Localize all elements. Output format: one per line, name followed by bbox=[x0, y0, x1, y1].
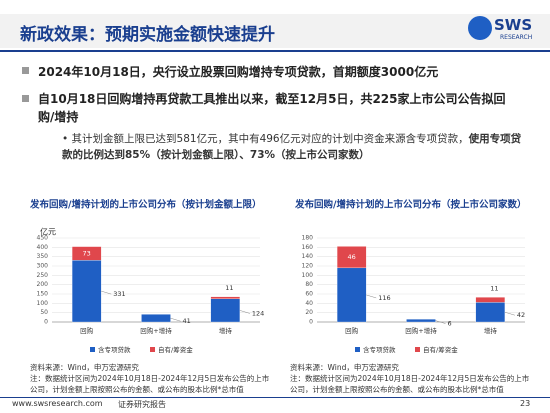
y-tick-label: 450 bbox=[37, 235, 49, 242]
source-block: 资料来源：Wind，申万宏源研究注：数据统计区间为2024年10月18日-202… bbox=[30, 362, 270, 395]
bullet: 自10月18日回购增持再贷款工具推出以来，截至12月5日，共225家上市公司公告… bbox=[38, 92, 506, 124]
data-label: 11 bbox=[490, 284, 498, 292]
header-bar bbox=[0, 14, 550, 48]
y-tick-label: 350 bbox=[37, 253, 49, 260]
label-leader bbox=[435, 320, 446, 324]
data-label: 42 bbox=[517, 311, 525, 319]
y-tick-label: 300 bbox=[37, 263, 49, 270]
rule bbox=[0, 50, 550, 52]
y-tick-label: 40 bbox=[305, 300, 313, 307]
sub-bullet-bold: 使用专项贷款的比例达到85%（按计划金额上限）、73%（按上市公司家数） bbox=[62, 133, 522, 161]
bar-segment bbox=[336, 267, 367, 323]
y-tick-label: 200 bbox=[37, 281, 49, 288]
y-tick-label: 100 bbox=[37, 300, 49, 307]
footer-label: 证券研究报告 bbox=[118, 400, 166, 409]
x-tick-label: 回购+增持 bbox=[405, 326, 437, 335]
y-tick-label: 0 bbox=[44, 319, 48, 326]
logo: SWS bbox=[494, 16, 533, 34]
data-label: 331 bbox=[113, 290, 125, 298]
data-label: 116 bbox=[378, 294, 390, 302]
bullet-icon bbox=[22, 95, 29, 102]
bar-segment bbox=[475, 297, 506, 303]
bar-segment bbox=[71, 260, 102, 323]
x-tick-label: 增持 bbox=[484, 326, 498, 335]
chart-title: 发布回购/增持计划的上市公司分布（按计划金额上限） bbox=[29, 199, 261, 211]
x-tick-label: 回购 bbox=[80, 326, 94, 335]
legend-label: 含专项贷款 bbox=[98, 345, 131, 354]
y-unit: 亿元 bbox=[40, 227, 56, 237]
bar-segment bbox=[141, 314, 171, 323]
sub-bullet: • 其计划金额上限已达到581亿元，其中有496亿元对应的计划中资金来源含专项贷… bbox=[62, 133, 522, 161]
footer-site: www.swsresearch.com bbox=[12, 399, 103, 408]
logo-icon bbox=[468, 16, 492, 40]
legend-label: 自有/筹资金 bbox=[158, 345, 193, 354]
bar-segment bbox=[210, 296, 241, 300]
legend-swatch bbox=[150, 347, 155, 352]
y-tick-label: 150 bbox=[37, 291, 49, 298]
legend-label: 含专项贷款 bbox=[363, 345, 396, 354]
legend-swatch bbox=[415, 347, 420, 352]
bullet-icon bbox=[22, 67, 29, 74]
legend-label: 自有/筹资金 bbox=[423, 345, 458, 354]
legend-swatch bbox=[90, 347, 95, 352]
y-tick-label: 60 bbox=[305, 291, 313, 298]
page-number: 23 bbox=[520, 399, 531, 408]
y-tick-label: 100 bbox=[302, 272, 314, 279]
y-tick-label: 140 bbox=[302, 253, 314, 260]
data-label: 41 bbox=[183, 317, 191, 325]
legend-swatch bbox=[355, 347, 360, 352]
source: 资料来源：Wind，申万宏源研究 bbox=[30, 363, 139, 372]
footer-rule bbox=[0, 397, 550, 398]
y-tick-label: 50 bbox=[40, 309, 48, 316]
bar-segment bbox=[406, 319, 436, 323]
x-tick-label: 增持 bbox=[219, 326, 233, 335]
note: 注：数据统计区间为2024年10月18日-2024年12月5日发布公告的上市公司… bbox=[290, 374, 530, 394]
y-tick-label: 20 bbox=[305, 309, 313, 316]
data-label: 6 bbox=[448, 320, 452, 328]
x-tick-label: 回购+增持 bbox=[140, 326, 172, 335]
y-tick-label: 160 bbox=[302, 244, 314, 251]
data-label: 73 bbox=[83, 249, 91, 257]
y-tick-label: 180 bbox=[302, 235, 314, 242]
bar-segment bbox=[71, 246, 102, 261]
title: 新政效果：预期实施金额快速提升 bbox=[20, 25, 275, 45]
chart-title: 发布回购/增持计划的上市公司分布（按上市公司家数） bbox=[294, 199, 526, 211]
bar-segment bbox=[336, 246, 367, 269]
bar-segment bbox=[210, 298, 241, 323]
label-leader bbox=[366, 294, 377, 299]
y-tick-label: 250 bbox=[37, 272, 49, 279]
label-leader bbox=[504, 311, 515, 316]
note: 注：数据统计区间为2024年10月18日-2024年12月5日发布公告的上市公司… bbox=[30, 374, 270, 394]
label-leader bbox=[101, 290, 112, 295]
y-tick-label: 0 bbox=[309, 319, 313, 326]
data-label: 11 bbox=[225, 284, 233, 292]
label-leader bbox=[239, 310, 250, 314]
label-leader bbox=[170, 317, 181, 322]
source: 资料来源：Wind，申万宏源研究 bbox=[290, 363, 399, 372]
y-tick-label: 120 bbox=[302, 263, 314, 270]
x-tick-label: 回购 bbox=[345, 326, 359, 335]
logo-sub: RESEARCH bbox=[500, 34, 533, 41]
bar-segment bbox=[475, 302, 506, 323]
source-block: 资料来源：Wind，申万宏源研究注：数据统计区间为2024年10月18日-202… bbox=[290, 362, 535, 395]
y-tick-label: 80 bbox=[305, 281, 313, 288]
data-label: 124 bbox=[252, 309, 264, 317]
bullet: 2024年10月18日，央行设立股票回购增持专项贷款，首期额度3000亿元 bbox=[38, 65, 439, 79]
sub-bullet-text: 其计划金额上限已达到581亿元，其中有496亿元对应的计划中资金来源含专项贷款， bbox=[71, 133, 469, 145]
y-tick-label: 400 bbox=[37, 244, 49, 251]
data-label: 46 bbox=[348, 253, 356, 261]
